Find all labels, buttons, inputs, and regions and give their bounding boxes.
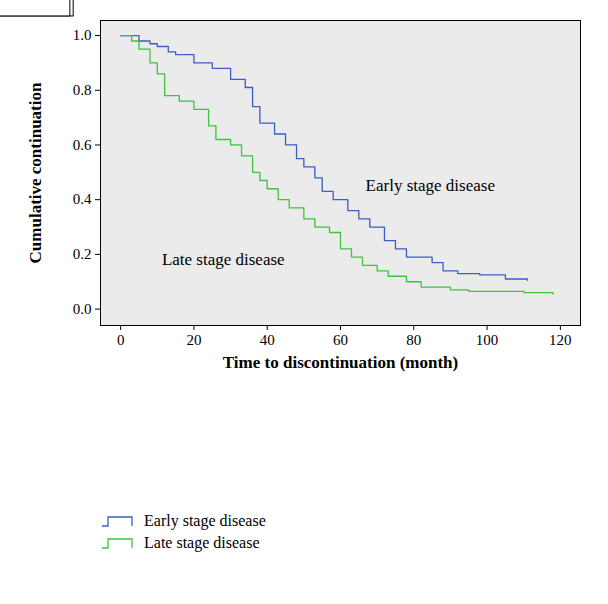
svg-text:80: 80 bbox=[406, 332, 421, 348]
svg-text:0.6: 0.6 bbox=[73, 137, 92, 153]
svg-text:100: 100 bbox=[476, 332, 499, 348]
svg-text:0.2: 0.2 bbox=[73, 246, 92, 262]
svg-text:Cumulative continuation: Cumulative continuation bbox=[26, 82, 45, 263]
svg-text:0.0: 0.0 bbox=[73, 301, 92, 317]
svg-text:20: 20 bbox=[186, 332, 201, 348]
svg-text:60: 60 bbox=[333, 332, 348, 348]
html-text:Late stage disease: Late stage disease bbox=[144, 534, 260, 551]
svg-text:Early stage disease: Early stage disease bbox=[366, 176, 495, 195]
svg-text:40: 40 bbox=[260, 332, 275, 348]
svg-text:Time to discontinuation (month: Time to discontinuation (month) bbox=[223, 353, 458, 372]
svg-text:0: 0 bbox=[117, 332, 125, 348]
svg-text:120: 120 bbox=[549, 332, 572, 348]
svg-text:Late stage disease: Late stage disease bbox=[162, 250, 285, 269]
html-text:Early stage disease: Early stage disease bbox=[144, 512, 266, 529]
svg-text:0.4: 0.4 bbox=[73, 191, 92, 207]
svg-text:0.8: 0.8 bbox=[73, 82, 92, 98]
svg-text:1.0: 1.0 bbox=[73, 27, 92, 43]
